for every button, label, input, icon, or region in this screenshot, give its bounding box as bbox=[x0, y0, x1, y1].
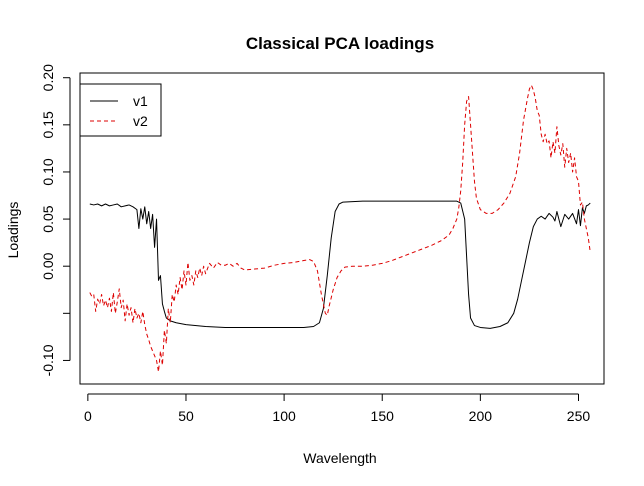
y-tick-label: 0.15 bbox=[40, 111, 56, 138]
legend-label-v2: v2 bbox=[133, 113, 148, 129]
y-axis: -0.10 0.00 0.05 0.10 0.15 0.20 bbox=[40, 64, 71, 376]
series-v2-line bbox=[89, 84, 591, 373]
legend-box bbox=[79, 83, 162, 137]
x-tick-label: 200 bbox=[469, 408, 493, 424]
series-v1-line bbox=[89, 200, 591, 329]
x-tick-label: 50 bbox=[178, 408, 194, 424]
legend-label-v1: v1 bbox=[133, 93, 148, 109]
chart-title: Classical PCA loadings bbox=[246, 34, 434, 53]
x-tick-label: 250 bbox=[567, 408, 591, 424]
x-axis: 0 50 100 150 200 250 bbox=[84, 393, 591, 424]
plot-frame bbox=[79, 72, 605, 385]
x-tick-label: 150 bbox=[371, 408, 395, 424]
y-tick-label: -0.10 bbox=[40, 344, 56, 376]
series-layer bbox=[89, 84, 591, 373]
y-tick-label: 0.00 bbox=[40, 252, 56, 279]
y-axis-label: Loadings bbox=[5, 202, 21, 259]
y-tick-label: 0.20 bbox=[40, 64, 56, 91]
y-tick-label: 0.05 bbox=[40, 205, 56, 232]
x-axis-label: Wavelength bbox=[303, 450, 376, 466]
x-tick-label: 100 bbox=[272, 408, 296, 424]
x-tick-label: 0 bbox=[84, 408, 92, 424]
y-tick-label: 0.10 bbox=[40, 158, 56, 185]
